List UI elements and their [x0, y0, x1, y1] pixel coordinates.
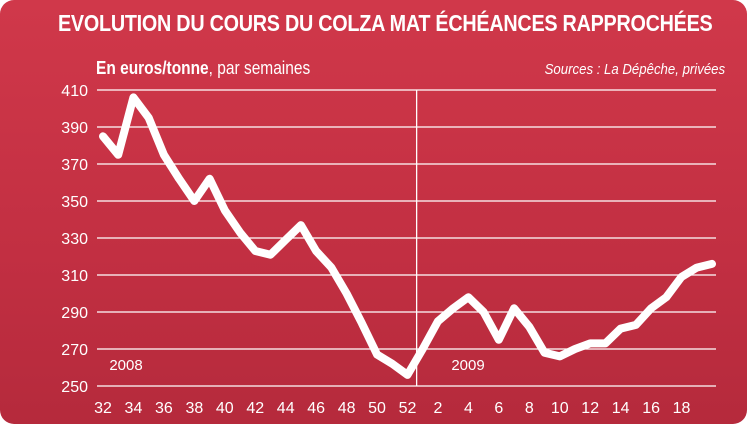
x-tick-label: 10 — [551, 400, 569, 417]
x-tick-label: 34 — [125, 400, 143, 417]
x-tick-label: 36 — [155, 400, 173, 417]
unit-label: En euros/tonne, par semaines — [96, 58, 310, 79]
y-tick-label: 310 — [61, 268, 88, 285]
y-tick-label: 350 — [61, 194, 88, 211]
x-tick-label: 42 — [246, 400, 264, 417]
x-tick-label: 38 — [185, 400, 203, 417]
y-tick-label: 330 — [61, 231, 88, 248]
chart-title: EVOLUTION DU COURS DU COLZA MAT ÉCHÉANCE… — [58, 10, 713, 36]
year-label-2008: 2008 — [109, 357, 142, 374]
x-tick-label: 40 — [216, 400, 234, 417]
x-tick-label: 12 — [581, 400, 599, 417]
x-tick-label: 14 — [612, 400, 630, 417]
unit-label-rest: , par semaines — [208, 58, 311, 78]
y-tick-label: 290 — [61, 305, 88, 322]
x-tick-label: 18 — [673, 400, 691, 417]
x-tick-label: 46 — [307, 400, 325, 417]
sources-label: Sources : La Dépêche, privées — [544, 61, 725, 78]
x-tick-label: 8 — [525, 400, 534, 417]
y-tick-label: 370 — [61, 157, 88, 174]
x-tick-label: 50 — [368, 400, 386, 417]
grid-lines — [97, 89, 716, 387]
x-tick-label: 6 — [494, 400, 503, 417]
year-labels: 2008 2009 — [109, 357, 484, 374]
series-lines — [99, 93, 716, 379]
year-label-2009: 2009 — [451, 357, 484, 374]
x-tick-label: 16 — [642, 400, 660, 417]
y-axis-ticks: 410 390 370 350 330 310 290 270 250 — [61, 83, 88, 396]
x-tick-label: 48 — [338, 400, 356, 417]
x-tick-label: 32 — [94, 400, 112, 417]
x-axis-ticks: 32 34 36 38 40 42 44 46 48 50 52 2 4 6 8 10 12 14 16 18 — [94, 400, 690, 417]
y-tick-label: 390 — [61, 120, 88, 137]
x-tick-label: 44 — [277, 400, 295, 417]
x-tick-label: 52 — [399, 400, 417, 417]
y-tick-label: 410 — [61, 83, 88, 100]
y-tick-label: 270 — [61, 342, 88, 359]
y-tick-label: 250 — [61, 379, 88, 396]
series-line-0 — [99, 93, 716, 379]
unit-label-bold: En euros/tonne — [96, 58, 209, 78]
x-tick-label: 2 — [433, 400, 442, 417]
x-tick-label: 4 — [464, 400, 473, 417]
